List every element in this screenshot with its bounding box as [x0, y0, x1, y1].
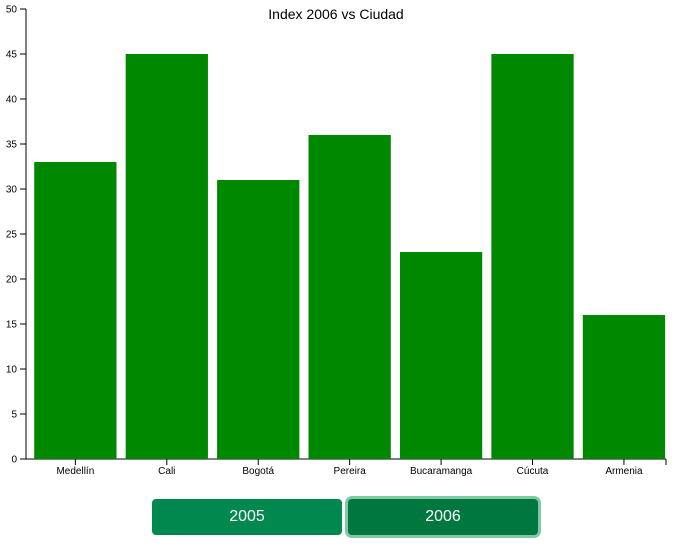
- y-tick-label: 30: [6, 185, 18, 196]
- chart-title: Index 2006 vs Ciudad: [268, 6, 403, 22]
- bar-chart: Index 2006 vs Ciudad 0 5 10 15 20 25 30 35 40 45 5…: [6, 5, 667, 477]
- x-axis: Medellín Cali Bogotá Pereira Bucaramanga Cúcu…: [26, 458, 667, 477]
- y-tick-label: 10: [6, 365, 18, 376]
- year-2006-button[interactable]: 2006: [348, 499, 538, 535]
- y-tick-label: 20: [6, 275, 18, 286]
- y-tick-label: 50: [6, 5, 18, 16]
- y-tick-label: 45: [6, 50, 18, 61]
- bar-4: [308, 135, 391, 459]
- x-tick-label: Armenia: [605, 466, 643, 477]
- bar-7: [582, 315, 666, 459]
- x-tick-label: Bucaramanga: [410, 466, 473, 477]
- x-tick-label: Pereira: [334, 466, 367, 477]
- y-tick-label: 35: [6, 140, 18, 151]
- year-2005-button[interactable]: 2005: [152, 499, 342, 535]
- bar-1: [34, 162, 117, 459]
- year-selector: 2005 2006: [150, 497, 545, 541]
- bars-group: [34, 54, 666, 459]
- y-tick-label: 5: [11, 410, 17, 421]
- x-tick-label: Cúcuta: [517, 466, 549, 477]
- x-tick-label: Medellín: [56, 466, 94, 477]
- y-axis: 0 5 10 15 20 25 30 35 40 45 50: [6, 5, 27, 466]
- x-tick-label: Cali: [158, 466, 175, 477]
- y-tick-label: 25: [6, 230, 18, 241]
- bar-5: [399, 252, 483, 459]
- y-tick-label: 0: [11, 455, 17, 466]
- x-tick-label: Bogotá: [242, 466, 274, 477]
- bar-3: [217, 180, 300, 459]
- chart-canvas: Index 2006 vs Ciudad 0 5 10 15 20 25 30 35 40 45 5…: [6, 5, 667, 477]
- y-tick-label: 15: [6, 320, 18, 331]
- bar-6: [491, 54, 574, 459]
- y-tick-label: 40: [6, 95, 18, 106]
- bar-2: [125, 54, 208, 459]
